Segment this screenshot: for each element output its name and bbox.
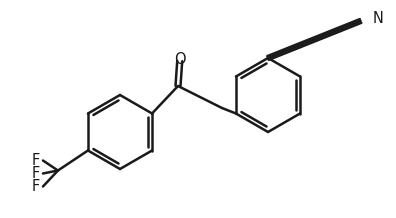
- Text: F: F: [32, 153, 40, 168]
- Text: F: F: [32, 179, 40, 194]
- Text: N: N: [373, 10, 384, 26]
- Text: O: O: [174, 51, 186, 66]
- Text: F: F: [32, 166, 40, 181]
